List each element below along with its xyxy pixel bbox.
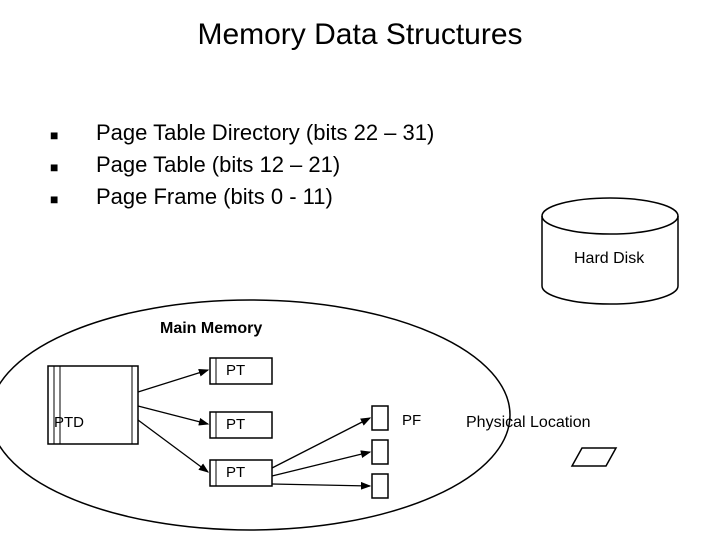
arrow [272,452,370,476]
arrow [138,420,208,472]
ptd-box [48,366,138,444]
pt-label: PT [226,464,245,481]
main-memory-label: Main Memory [160,320,262,338]
diagram-svg [0,0,720,540]
pf-label: PF [402,412,421,429]
pf-box [372,406,388,430]
arrow [272,484,370,486]
arrow [138,406,208,424]
hard-disk-label: Hard Disk [574,250,644,268]
physical-location-shape [572,448,616,466]
arrow [138,370,208,392]
pt-label: PT [226,362,245,379]
physical-location-label: Physical Location [466,414,591,432]
ptd-label: PTD [54,414,84,431]
pt-label: PT [226,416,245,433]
slide: Memory Data Structures ■ Page Table Dire… [0,0,720,540]
pf-box [372,440,388,464]
pf-box [372,474,388,498]
arrow [272,418,370,468]
